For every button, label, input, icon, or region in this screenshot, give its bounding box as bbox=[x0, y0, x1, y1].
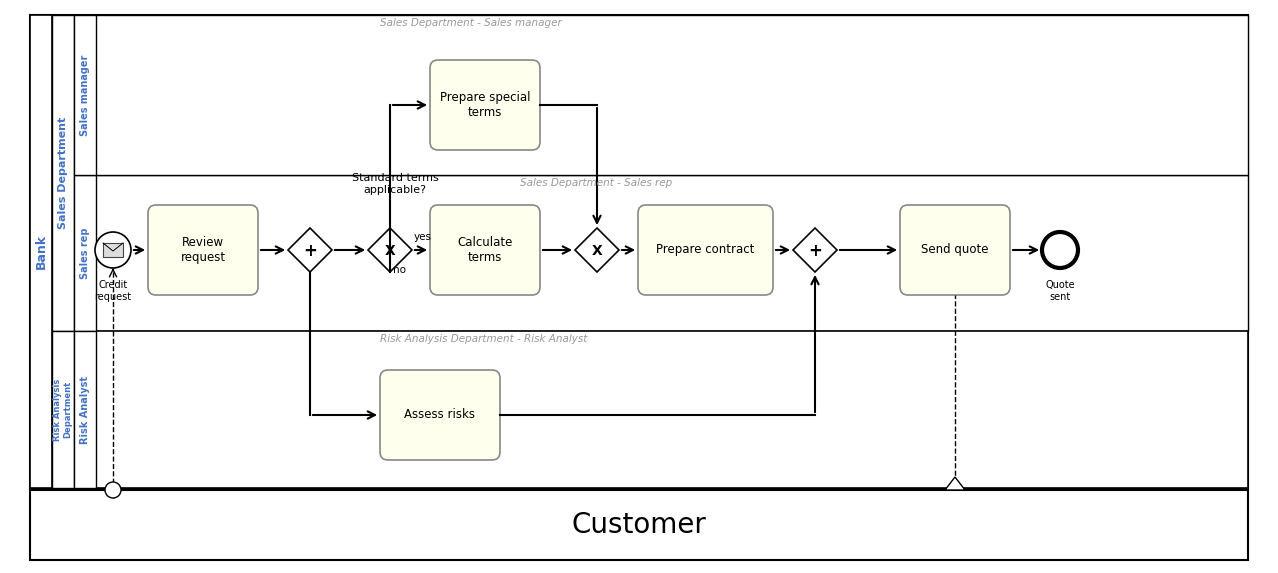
Bar bbox=[52, 331, 1249, 488]
Text: Sales rep: Sales rep bbox=[81, 227, 89, 278]
Polygon shape bbox=[794, 228, 837, 272]
Text: Credit
request: Credit request bbox=[95, 280, 132, 301]
Text: yes: yes bbox=[414, 232, 432, 242]
Text: Calculate
terms: Calculate terms bbox=[458, 236, 512, 264]
Bar bbox=[74, 15, 96, 175]
Text: Prepare special
terms: Prepare special terms bbox=[440, 91, 530, 119]
Text: no: no bbox=[394, 265, 406, 275]
Polygon shape bbox=[575, 228, 619, 272]
FancyBboxPatch shape bbox=[148, 205, 258, 295]
Text: Quote
sent: Quote sent bbox=[1045, 280, 1075, 301]
Text: Sales Department - Sales manager: Sales Department - Sales manager bbox=[380, 18, 562, 28]
Text: Risk Analyst: Risk Analyst bbox=[81, 375, 89, 444]
Polygon shape bbox=[944, 477, 965, 490]
Text: Customer: Customer bbox=[571, 511, 707, 539]
Bar bbox=[52, 15, 74, 331]
Text: X: X bbox=[385, 244, 395, 258]
Bar bbox=[29, 490, 1249, 560]
Text: Sales Department: Sales Department bbox=[58, 117, 68, 229]
Polygon shape bbox=[368, 228, 412, 272]
Text: Sales manager: Sales manager bbox=[81, 54, 89, 136]
Text: Send quote: Send quote bbox=[921, 244, 989, 257]
Bar bbox=[74, 15, 1249, 175]
Text: Risk Analysis
Department: Risk Analysis Department bbox=[54, 378, 73, 441]
Bar bbox=[74, 175, 1249, 331]
Text: Review
request: Review request bbox=[180, 236, 225, 264]
Bar bbox=[29, 15, 1249, 488]
Bar bbox=[74, 331, 96, 488]
Circle shape bbox=[105, 482, 121, 498]
Text: +: + bbox=[303, 242, 317, 260]
Text: Prepare contract: Prepare contract bbox=[657, 244, 755, 257]
Text: X: X bbox=[592, 244, 602, 258]
FancyBboxPatch shape bbox=[900, 205, 1010, 295]
Bar bbox=[52, 15, 1249, 331]
FancyBboxPatch shape bbox=[429, 60, 541, 150]
Text: Standard terms
applicable?: Standard terms applicable? bbox=[351, 174, 438, 195]
Text: +: + bbox=[808, 242, 822, 260]
Circle shape bbox=[1042, 232, 1079, 268]
Bar bbox=[104, 243, 123, 257]
Text: Bank: Bank bbox=[35, 234, 47, 269]
Text: Risk Analysis Department - Risk Analyst: Risk Analysis Department - Risk Analyst bbox=[380, 334, 588, 344]
FancyBboxPatch shape bbox=[638, 205, 773, 295]
Polygon shape bbox=[288, 228, 332, 272]
Bar bbox=[74, 175, 96, 331]
Text: Assess risks: Assess risks bbox=[405, 409, 475, 422]
Text: Sales Department - Sales rep: Sales Department - Sales rep bbox=[520, 178, 672, 188]
Circle shape bbox=[95, 232, 132, 268]
FancyBboxPatch shape bbox=[429, 205, 541, 295]
Bar bbox=[52, 331, 74, 488]
FancyBboxPatch shape bbox=[380, 370, 500, 460]
Bar bbox=[29, 15, 52, 488]
